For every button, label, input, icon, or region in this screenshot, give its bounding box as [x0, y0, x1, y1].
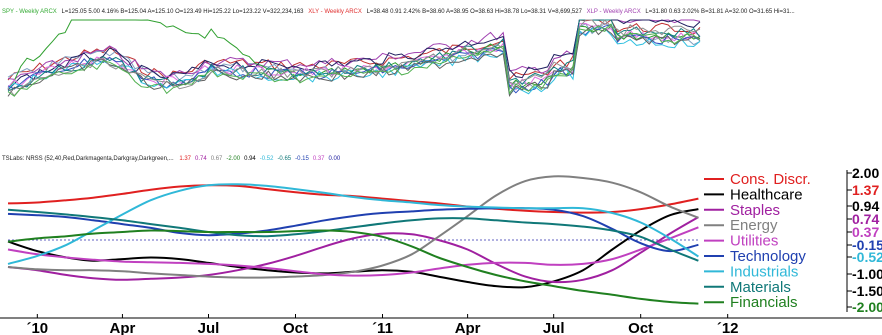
spy-stats: L=125.05 5.00 4.16% B=125.04 A=125.10 O=… [61, 9, 304, 15]
y-axis: 2.001.370.940.740.37-0.15-0.52-1.00-1.50… [846, 165, 882, 315]
study-value: -2.00 [226, 156, 240, 162]
price-panel [7, 19, 701, 97]
y-tick-label: -2.00 [852, 299, 882, 315]
x-axis: ´10 Apr Jul Oct ´11 Apr Jul Oct ´12 [0, 314, 882, 335]
price-line [7, 19, 701, 89]
legend-label: Cons. Discr. [730, 171, 811, 188]
xlp-label: XLP - Weekly ARCX [587, 9, 641, 15]
price-line [7, 22, 701, 91]
study-value: 1.37 [179, 156, 191, 162]
study-value: 0.74 [195, 156, 207, 162]
x-tick-label: ´11 [372, 320, 393, 335]
study-value: 0.94 [244, 156, 256, 162]
legend-label: Energy [730, 217, 778, 234]
price-line [7, 19, 701, 97]
price-line [7, 22, 701, 91]
study-value: -0.65 [277, 156, 291, 162]
xlp-stats: L=31.80 0.63 2.02% B=31.81 A=32.00 O=31.… [645, 9, 795, 15]
nrss-series-line [7, 216, 699, 284]
y-tick-label: 0.74 [852, 211, 879, 227]
nrss-series-line [7, 183, 699, 265]
legend-label: Financials [730, 294, 798, 311]
y-tick-label: -0.15 [852, 237, 882, 253]
y-tick-label: 0.94 [852, 198, 879, 214]
nrss-series-line [7, 207, 699, 253]
y-tick-label: -1.00 [852, 266, 882, 282]
x-tick-label: Apr [110, 320, 136, 335]
study-value: -0.15 [295, 156, 309, 162]
study-value: -0.52 [260, 156, 274, 162]
x-tick-label: Apr [455, 320, 481, 335]
x-tick-label: Jul [198, 320, 220, 335]
y-tick-label: -0.52 [852, 249, 882, 265]
nrss-panel [7, 175, 700, 305]
nrss-series-line [7, 226, 699, 277]
xly-label: XLY - Weekly ARCX [308, 9, 362, 15]
price-line [7, 23, 701, 97]
study-value: 0.37 [313, 156, 325, 162]
legend-label: Staples [730, 202, 780, 219]
nrss-series-line [7, 208, 699, 262]
x-tick-label: ´12 [717, 320, 739, 335]
x-tick-label: Oct [283, 320, 308, 335]
y-tick-label: 1.37 [852, 182, 879, 198]
y-tick-label: -1.50 [852, 283, 882, 299]
legend-label: Utilities [730, 233, 778, 250]
xly-stats: L=38.48 0.91 2.42% B=38.60 A=38.95 O=38.… [367, 9, 583, 15]
nrss-series-line [7, 175, 699, 279]
studies-label: TSLabs: NRSS (52,40,Red,Darkmagenta,Dark… [2, 156, 174, 162]
spy-label: SPY - Weekly ARCX [2, 9, 57, 15]
x-tick-label: Jul [543, 320, 565, 335]
price-header: SPY - Weekly ARCX L=125.05 5.00 4.16% B=… [2, 9, 795, 15]
study-value: 0.67 [211, 156, 223, 162]
nrss-series-line [7, 229, 699, 305]
price-line [7, 25, 701, 97]
legend-label: Industrials [730, 263, 798, 280]
legend-label: Healthcare [730, 186, 803, 203]
legend-label: Technology [730, 248, 806, 265]
x-tick-label: Oct [628, 320, 653, 335]
y-tick-label: 2.00 [852, 165, 879, 181]
studies-header: TSLabs: NRSS (52,40,Red,Darkmagenta,Dark… [2, 156, 341, 162]
legend-label: Materials [730, 279, 791, 296]
study-value: 0.00 [329, 156, 341, 162]
nrss-series-line [7, 184, 699, 214]
legend: Cons. Discr.HealthcareStaplesEnergyUtili… [704, 171, 811, 311]
x-tick-label: ´10 [26, 320, 48, 335]
y-tick-label: 0.37 [852, 224, 879, 240]
